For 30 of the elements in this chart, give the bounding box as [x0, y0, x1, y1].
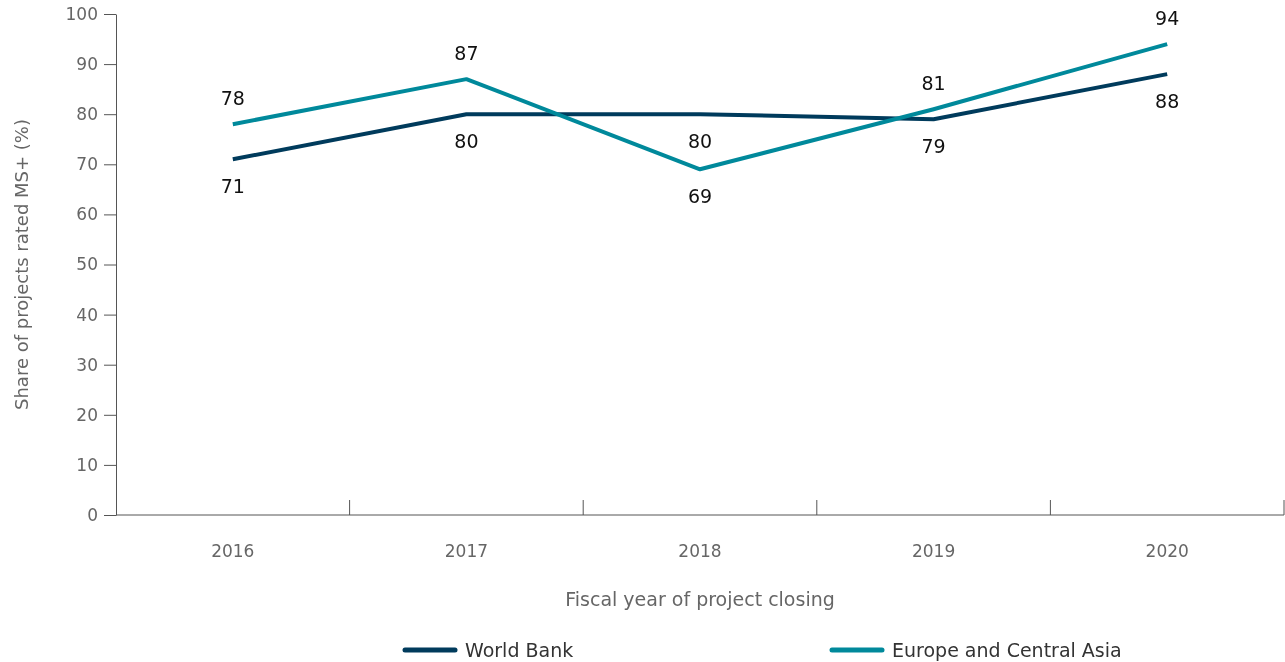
- data-label: 79: [921, 134, 946, 157]
- y-axis-title: Share of projects rated MS+ (%): [11, 119, 33, 410]
- y-tick-label: 80: [76, 104, 98, 125]
- data-label: 69: [687, 184, 713, 207]
- legend-label: Europe and Central Asia: [892, 638, 1122, 661]
- y-tick-label: 100: [65, 3, 98, 24]
- y-tick-label: 90: [76, 54, 98, 75]
- x-tick-label: 2020: [1145, 540, 1189, 561]
- x-tick-label: 2017: [444, 540, 489, 561]
- data-label: 80: [687, 129, 713, 152]
- data-label: 78: [220, 86, 245, 109]
- y-tick-label: 40: [76, 304, 98, 325]
- data-label: 94: [1155, 6, 1180, 29]
- y-tick-label: 50: [76, 254, 98, 275]
- data-label: 88: [1155, 89, 1180, 112]
- y-tick-label: 20: [76, 404, 98, 425]
- y-tick-label: 70: [76, 154, 98, 175]
- data-label: 87: [454, 41, 479, 64]
- data-label: 71: [220, 174, 245, 197]
- y-tick-label: 30: [76, 354, 98, 375]
- data-label: 80: [454, 129, 479, 152]
- legend-label: World Bank: [465, 638, 574, 661]
- y-tick-label: 0: [87, 504, 98, 525]
- x-tick-label: 2019: [911, 540, 956, 561]
- data-label: 81: [921, 71, 946, 94]
- x-axis-title: Fiscal year of project closing: [565, 587, 835, 610]
- x-tick-label: 2018: [678, 540, 722, 561]
- y-tick-label: 10: [76, 454, 98, 475]
- y-tick-label: 60: [76, 204, 98, 225]
- x-tick-label: 2016: [211, 540, 255, 561]
